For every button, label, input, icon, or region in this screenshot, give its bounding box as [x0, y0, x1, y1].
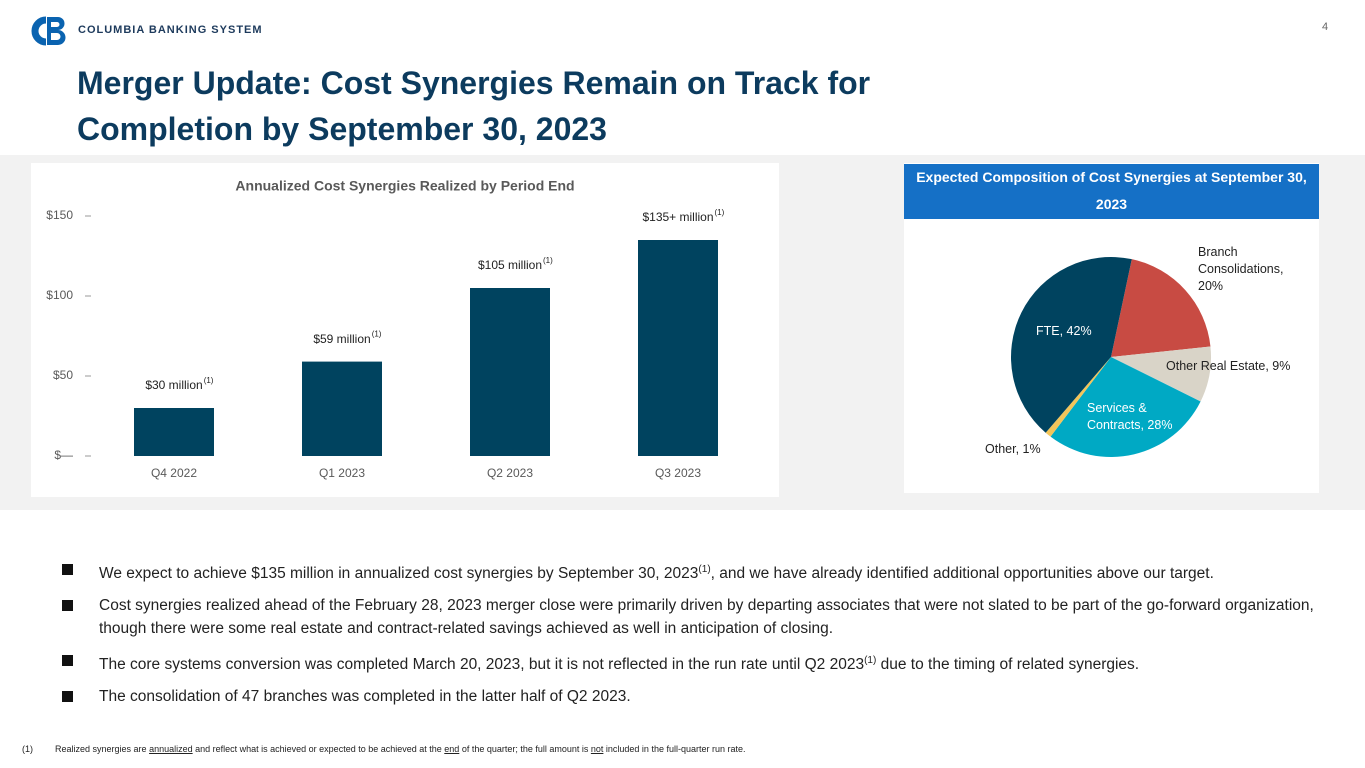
logo-text: COLUMBIA BANKING SYSTEM [78, 24, 263, 36]
pie-label: FTE, 42% [1036, 324, 1092, 338]
bar [134, 408, 214, 456]
bullet: We expect to achieve $135 million in ann… [60, 558, 1340, 585]
page-number: 4 [1322, 21, 1329, 33]
footnote-text: not [590, 744, 604, 754]
footnote-text: annualized [149, 744, 193, 754]
bullet-text: Cost synergies realized ahead of the Feb… [99, 597, 1314, 638]
y-tick-label: $— [54, 448, 73, 462]
note-marker: (1) [864, 655, 877, 667]
pie-label: Services & Contracts, 28% [1087, 401, 1173, 432]
pie-chart-title: Expected Composition of Cost Synergies a… [904, 164, 1319, 219]
pie-label: Other, 1% [985, 442, 1041, 456]
x-tick-label: Q1 2023 [319, 466, 365, 480]
logo-c [31, 16, 47, 46]
bullet-text: The core systems conversion was complete… [99, 656, 865, 674]
bullet-text: We expect to achieve $135 million in ann… [99, 565, 699, 583]
y-tick-label: $100 [46, 288, 73, 302]
slide-title: Merger Update: Cost Synergies Remain on … [77, 65, 871, 147]
y-tick-label: $150 [46, 208, 73, 222]
pie-slice [1111, 259, 1211, 357]
value-label: $59 million [313, 332, 370, 346]
footnote-text: Realized synergies are [55, 744, 150, 754]
pie-slice [1050, 357, 1201, 458]
value-label-note: (1) [543, 256, 553, 265]
y-tick-label: $50 [53, 368, 73, 382]
pie-label: Other Real Estate, 9% [1166, 359, 1291, 373]
bar [638, 240, 718, 456]
note-marker: (1) [698, 564, 711, 575]
footnote-text: of the quarter; the full amount is [459, 744, 591, 754]
value-label-note: (1) [204, 376, 214, 385]
pie-slice [1111, 346, 1211, 402]
bullet: The core systems conversion was complete… [60, 649, 1340, 676]
logo-b [47, 17, 66, 45]
bullet-text: , and we have already identified additio… [710, 565, 1214, 583]
value-label-note: (1) [715, 208, 725, 217]
pie-slice [1045, 357, 1111, 437]
x-tick-label: Q4 2022 [151, 466, 197, 480]
footnote-text: included in the full-quarter run rate. [603, 744, 746, 754]
pie-label: Branch Consolidations, 20% [1198, 245, 1284, 293]
bar-chart-title: Annualized Cost Synergies Realized by Pe… [235, 178, 574, 194]
footnote-text: and reflect what is achieved or expected… [192, 744, 445, 754]
bar [302, 361, 382, 456]
bullet-text: The consolidation of 47 branches was com… [99, 688, 631, 706]
footnote-marker: (1) [22, 744, 33, 754]
bullet: The consolidation of 47 branches was com… [60, 685, 1340, 708]
value-label: $105 million [478, 258, 542, 272]
bullet: Cost synergies realized ahead of the Feb… [60, 594, 1340, 640]
bar [470, 288, 550, 456]
x-tick-label: Q3 2023 [655, 466, 701, 480]
x-tick-label: Q2 2023 [487, 466, 533, 480]
bullet-text: due to the timing of related synergies. [876, 656, 1140, 674]
value-label: $135+ million [642, 210, 713, 224]
value-label-note: (1) [372, 330, 382, 339]
pie-slice [1011, 257, 1132, 433]
footnote-text: end [444, 744, 460, 754]
value-label: $30 million [145, 378, 202, 392]
footnote: (1) Realized synergies are annualized and… [22, 744, 746, 754]
bullet-list: We expect to achieve $135 million in ann… [60, 558, 1340, 717]
